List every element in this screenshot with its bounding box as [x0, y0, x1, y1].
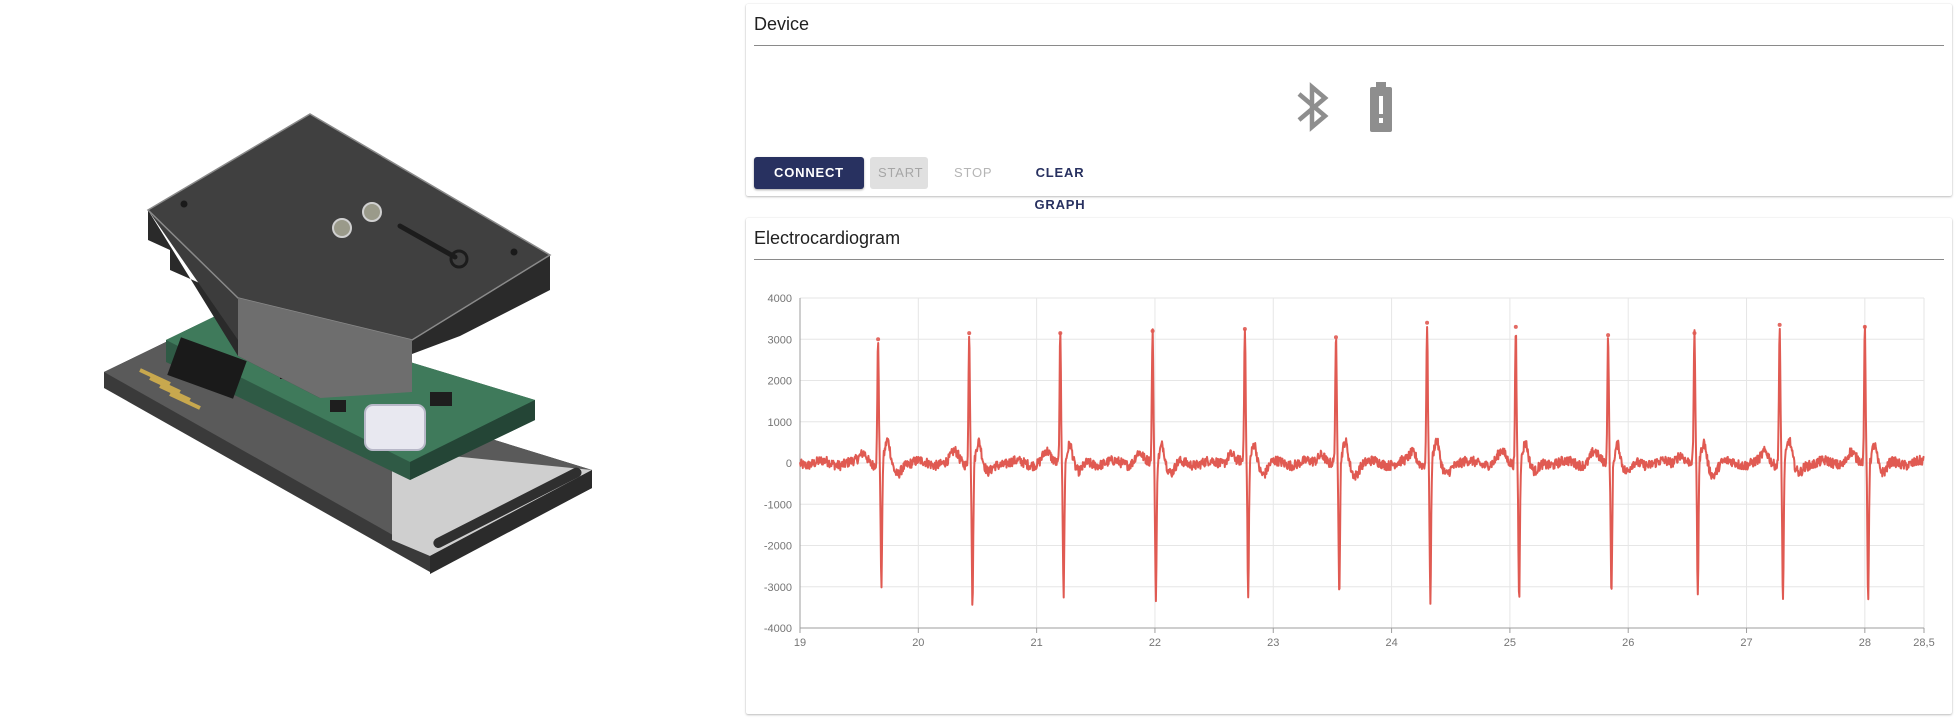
- clear-graph-button[interactable]: CLEAR GRAPH: [1034, 165, 1086, 212]
- ecg-r-peak-point: [1333, 335, 1338, 340]
- battery-alert-icon: [1370, 82, 1392, 132]
- y-tick-label: -1000: [764, 499, 792, 511]
- x-tick-label: 23: [1267, 637, 1279, 649]
- x-tick-label: 22: [1149, 637, 1161, 649]
- y-tick-label: 3000: [768, 334, 792, 346]
- ecg-r-peak-point: [876, 337, 881, 342]
- device-card-title: Device: [754, 14, 810, 34]
- y-tick-label: -2000: [764, 541, 792, 553]
- y-tick-label: 0: [786, 458, 792, 470]
- device-card: Device CONNECT BLE START STOP CLEAR GRAP…: [746, 4, 1952, 212]
- x-tick-label: 20: [912, 637, 924, 649]
- ecg-r-peak-point: [1150, 329, 1155, 333]
- start-button[interactable]: START: [870, 157, 928, 189]
- y-tick-label: 2000: [768, 376, 792, 388]
- ecg-r-peak-point: [1862, 324, 1867, 329]
- connect-ble-button[interactable]: CONNECT BLE: [754, 157, 864, 212]
- x-tick-label: 24: [1385, 637, 1397, 649]
- x-tick-label: 28,5: [1913, 637, 1934, 649]
- ecg-trace-line: [799, 325, 1925, 606]
- ecg-r-peak-point: [1058, 331, 1063, 336]
- ecg-card-title: Electrocardiogram: [754, 228, 901, 248]
- device-status-icons: [1294, 82, 1414, 134]
- ecg-card-divider: [754, 259, 1944, 260]
- x-tick-label: 25: [1504, 637, 1516, 649]
- x-tick-label: 27: [1740, 637, 1752, 649]
- ecg-r-peak-point: [1513, 324, 1518, 329]
- x-tick-label: 19: [794, 637, 806, 649]
- ecg-r-peak-point: [1425, 320, 1430, 325]
- x-tick-label: 26: [1622, 637, 1634, 649]
- device-product-image: [104, 113, 592, 574]
- y-tick-label: -3000: [764, 582, 792, 594]
- ecg-r-peak-point: [1606, 333, 1611, 338]
- bluetooth-icon: [1297, 82, 1329, 132]
- ecg-card: Electrocardiogram 4000 3000 2000 1000 0 -1000…: [746, 218, 1952, 714]
- x-tick-label: 21: [1031, 637, 1043, 649]
- device-card-divider: [754, 45, 1944, 46]
- stop-button[interactable]: STOP: [954, 165, 993, 180]
- y-tick-label: -4000: [764, 623, 792, 635]
- ecg-r-peak-point: [1242, 326, 1247, 331]
- y-tick-label: 4000: [768, 293, 792, 305]
- y-tick-label: 1000: [768, 417, 792, 429]
- ecg-r-peak-point: [1692, 331, 1697, 336]
- ecg-r-peak-point: [967, 331, 972, 336]
- ecg-r-peak-point: [1777, 322, 1782, 327]
- ecg-chart: 4000 3000 2000 1000 0 -1000 -2000 -3000 -4000 19 2…: [746, 276, 1952, 696]
- x-tick-label: 28: [1859, 637, 1871, 649]
- device-lid: [146, 113, 552, 398]
